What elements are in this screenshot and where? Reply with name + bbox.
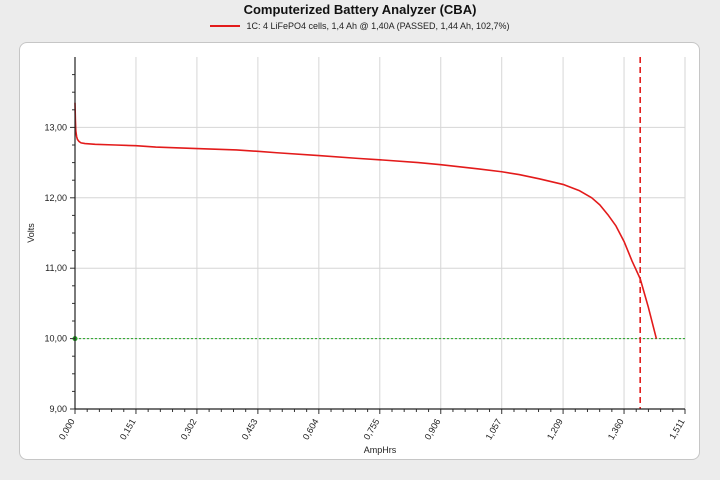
legend: 1C: 4 LiFePO4 cells, 1,4 Ah @ 1,40A (PAS… xyxy=(0,18,720,34)
x-tick-label: 0,906 xyxy=(423,417,443,442)
x-tick-label: 1,511 xyxy=(667,417,687,441)
y-tick-label: 12,00 xyxy=(44,193,67,203)
series-line xyxy=(74,102,658,339)
x-tick-label: 0,302 xyxy=(179,417,199,442)
series-layer xyxy=(74,102,658,339)
y-tick-label: 13,00 xyxy=(44,122,67,132)
legend-swatch xyxy=(210,25,241,27)
x-tick-label: 1,057 xyxy=(484,417,504,442)
axis-layer: 0,000 0,151 0,302 0,453 0,604 0,755 0,906 1,057… xyxy=(44,57,687,442)
y-axis-label: Volts xyxy=(26,223,36,243)
y-tick-label: 11,00 xyxy=(45,263,67,273)
reference-lines xyxy=(72,57,685,409)
y-tick-label: 10,00 xyxy=(44,334,67,344)
x-tick-label: 1,360 xyxy=(606,417,626,442)
plot-panel: 0,000 0,151 0,302 0,453 0,604 0,755 0,906 1,057… xyxy=(19,42,700,460)
chart-svg: 0,000 0,151 0,302 0,453 0,604 0,755 0,906 1,057… xyxy=(26,57,687,455)
legend-label: 1C: 4 LiFePO4 cells, 1,4 Ah @ 1,40A (PAS… xyxy=(246,21,510,31)
x-tick-label: 0,604 xyxy=(301,417,321,442)
x-axis-label: AmpHrs xyxy=(364,445,397,455)
grid-layer xyxy=(75,57,686,409)
x-tick-label: 0,151 xyxy=(118,417,138,442)
chart-title: Computerized Battery Analyzer (CBA) xyxy=(243,2,477,17)
y-tick-label: 9,00 xyxy=(49,404,67,414)
x-tick-label: 0,755 xyxy=(362,417,382,442)
x-tick-label: 1,209 xyxy=(545,417,565,442)
x-tick-label: 0,000 xyxy=(57,417,77,442)
x-tick-label: 0,453 xyxy=(240,417,260,442)
